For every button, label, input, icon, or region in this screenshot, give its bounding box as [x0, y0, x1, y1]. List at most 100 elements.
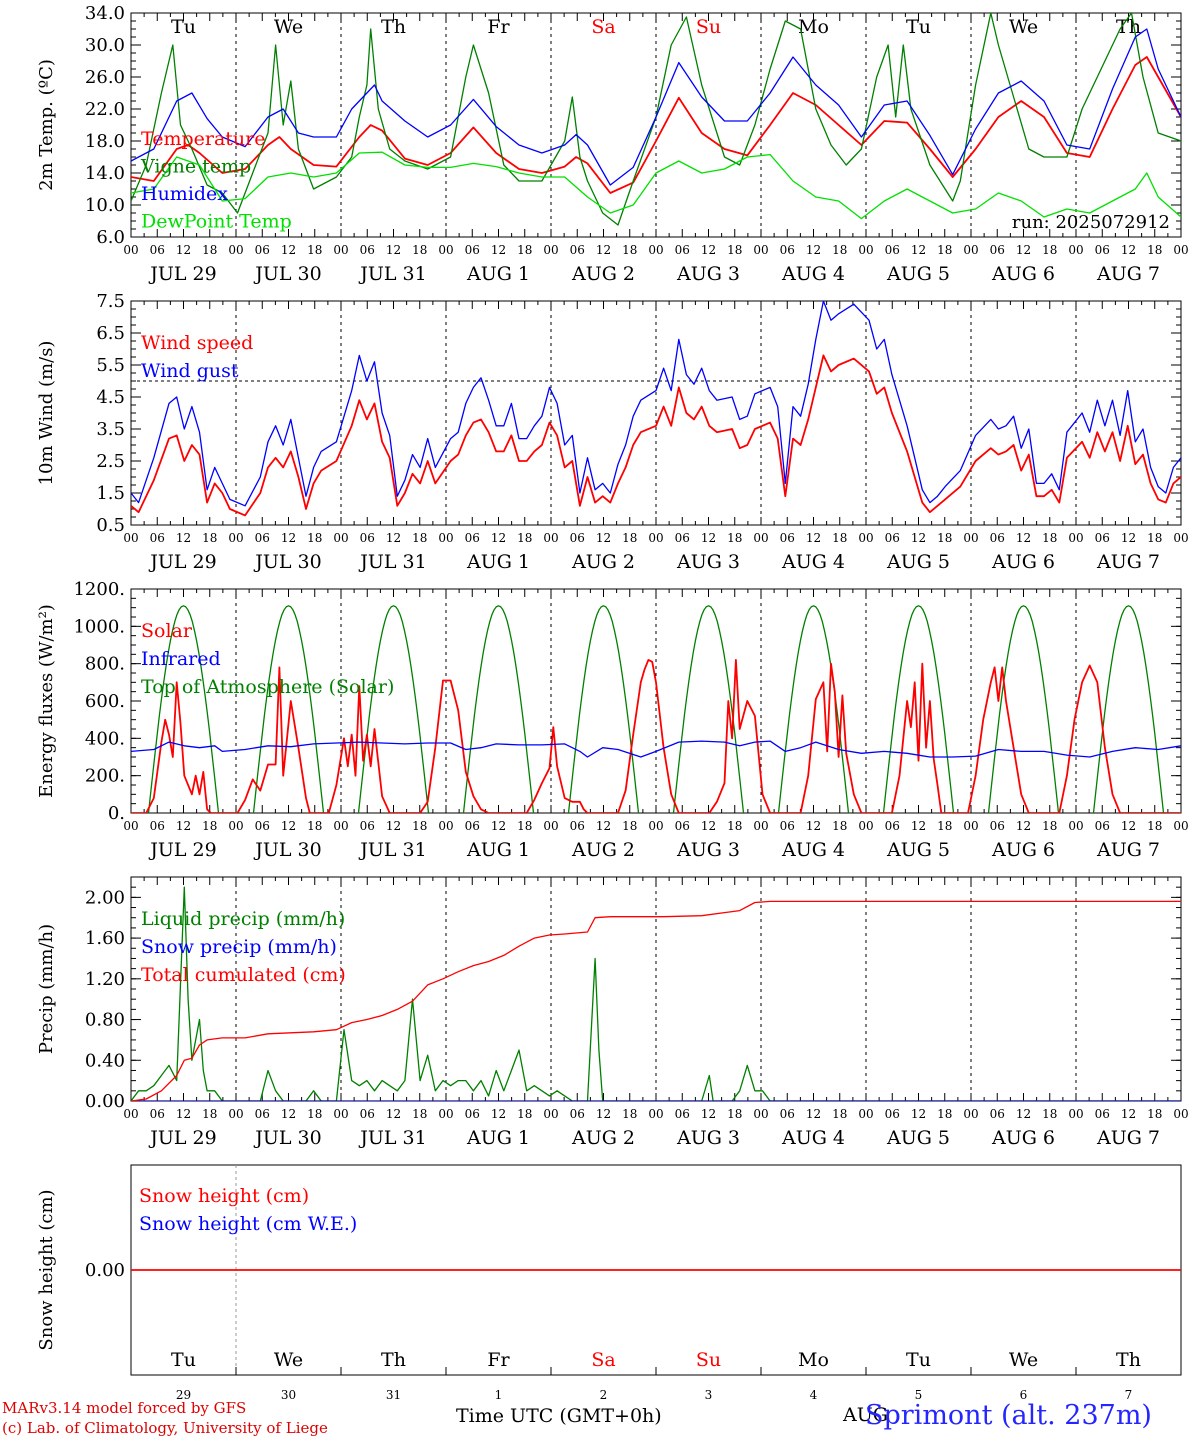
copyright-credit-line: (c) Lab. of Climatology, University of L…	[2, 1419, 328, 1437]
hour-tick-label: 18	[1147, 243, 1162, 257]
hour-tick-label: 06	[1095, 243, 1110, 257]
hour-tick-label: 18	[517, 819, 532, 833]
hour-tick-label: 06	[990, 819, 1005, 833]
hour-tick-label: 06	[465, 531, 480, 545]
date-label: AUG 5	[886, 839, 950, 861]
date-label: AUG 3	[676, 1127, 740, 1149]
weekday-label: Th	[1116, 16, 1141, 38]
hour-tick-label: 18	[517, 243, 532, 257]
y-tick-label: 22.0	[85, 99, 125, 120]
series-line-total-cumulated-cm-	[131, 900, 1181, 1101]
y-tick-label: 3.5	[96, 419, 125, 440]
plot-area	[131, 605, 1181, 813]
y-tick-label: 10.0	[85, 195, 125, 216]
hour-tick-label: 00	[648, 819, 663, 833]
legend-entry: Vigne temp	[140, 156, 251, 178]
hour-tick-label: 06	[1095, 819, 1110, 833]
hour-tick-label: 18	[1147, 819, 1162, 833]
hour-tick-label: 18	[832, 1107, 847, 1121]
date-label: AUG 5	[886, 551, 950, 573]
hour-tick-label: 00	[858, 531, 873, 545]
hour-tick-label: 00	[543, 819, 558, 833]
hour-tick-label: 00	[438, 531, 453, 545]
hour-tick-label: 06	[465, 243, 480, 257]
model-credit-line: MARv3.14 model forced by GFS	[2, 1399, 247, 1417]
hour-tick-label: 18	[412, 531, 427, 545]
weekday-label: Mo	[798, 1349, 829, 1371]
date-label: AUG 7	[1096, 263, 1160, 285]
hour-tick-label: 00	[963, 1107, 978, 1121]
date-label: AUG 6	[991, 839, 1055, 861]
hour-tick-label: 00	[228, 531, 243, 545]
toa-solar-curve	[147, 605, 220, 813]
weekday-label: Tu	[171, 1349, 196, 1371]
weekday-label: Th	[381, 16, 406, 38]
y-tick-label: 30.0	[85, 35, 125, 56]
hour-tick-label: 12	[1121, 1107, 1136, 1121]
date-label: AUG 2	[571, 263, 635, 285]
y-tick-label: 14.0	[85, 163, 125, 184]
hour-tick-label: 00	[753, 1107, 768, 1121]
y-tick-label: 34.0	[85, 3, 125, 24]
hour-tick-label: 18	[1042, 819, 1057, 833]
y-tick-label: 1.5	[96, 483, 125, 504]
date-label: JUL 31	[358, 551, 426, 573]
y-tick-label: 6.5	[96, 323, 125, 344]
hour-tick-label: 00	[963, 243, 978, 257]
legend-entry: Liquid precip (mm/h)	[141, 908, 345, 930]
hour-tick-label: 18	[517, 1107, 532, 1121]
y-tick-label: 0.00	[85, 1091, 125, 1112]
hour-tick-label: 12	[281, 531, 296, 545]
day-number-label: 2	[600, 1388, 608, 1402]
hour-tick-label: 18	[1042, 531, 1057, 545]
hour-tick-label: 18	[412, 243, 427, 257]
hour-tick-label: 06	[360, 819, 375, 833]
day-number-label: 5	[915, 1388, 923, 1402]
hour-tick-label: 18	[727, 819, 742, 833]
date-label: JUL 31	[358, 839, 426, 861]
hour-tick-label: 18	[412, 819, 427, 833]
hour-tick-label: 12	[1121, 819, 1136, 833]
hour-tick-label: 12	[701, 243, 716, 257]
date-label: JUL 30	[253, 1127, 321, 1149]
hour-tick-label: 06	[1095, 1107, 1110, 1121]
legend-entry: Wind speed	[141, 332, 253, 354]
hour-tick-label: 18	[1147, 1107, 1162, 1121]
hour-tick-label: 18	[202, 243, 217, 257]
hour-tick-label: 18	[1147, 531, 1162, 545]
hour-tick-label: 12	[281, 819, 296, 833]
legend-entry: Total cumulated (cm)	[141, 964, 346, 986]
series-line-infrared	[131, 740, 1181, 758]
hour-tick-label: 18	[622, 1107, 637, 1121]
weekday-label: We	[1009, 1349, 1038, 1371]
date-label: AUG 2	[571, 551, 635, 573]
hour-tick-label: 12	[176, 243, 191, 257]
hour-tick-label: 00	[753, 243, 768, 257]
legend-entry: Snow precip (mm/h)	[141, 936, 337, 958]
hour-tick-label: 00	[648, 1107, 663, 1121]
date-label: AUG 1	[466, 1127, 530, 1149]
y-tick-label: 600.	[85, 691, 125, 712]
weekday-label: Su	[696, 1349, 721, 1371]
hour-tick-label: 18	[307, 243, 322, 257]
y-tick-label: 0.5	[96, 515, 125, 536]
weekday-label: Th	[1116, 1349, 1141, 1371]
date-label: AUG 5	[886, 263, 950, 285]
hour-tick-label: 00	[1068, 531, 1083, 545]
hour-tick-label: 12	[911, 1107, 926, 1121]
date-label: AUG 4	[781, 1127, 845, 1149]
hour-tick-label: 18	[727, 531, 742, 545]
time-axis-title: Time UTC (GMT+0h)	[456, 1405, 662, 1427]
hour-tick-label: 12	[911, 243, 926, 257]
hour-tick-label: 00	[1173, 819, 1188, 833]
hour-tick-label: 06	[780, 819, 795, 833]
hour-tick-label: 00	[753, 531, 768, 545]
hour-tick-label: 00	[228, 819, 243, 833]
hour-tick-label: 00	[228, 1107, 243, 1121]
toa-solar-curve	[357, 605, 430, 813]
y-axis-label: Energy fluxes (W/m²)	[36, 604, 57, 798]
legend-entry: Humidex	[141, 183, 228, 205]
date-label: AUG 2	[571, 1127, 635, 1149]
hour-tick-label: 00	[963, 531, 978, 545]
